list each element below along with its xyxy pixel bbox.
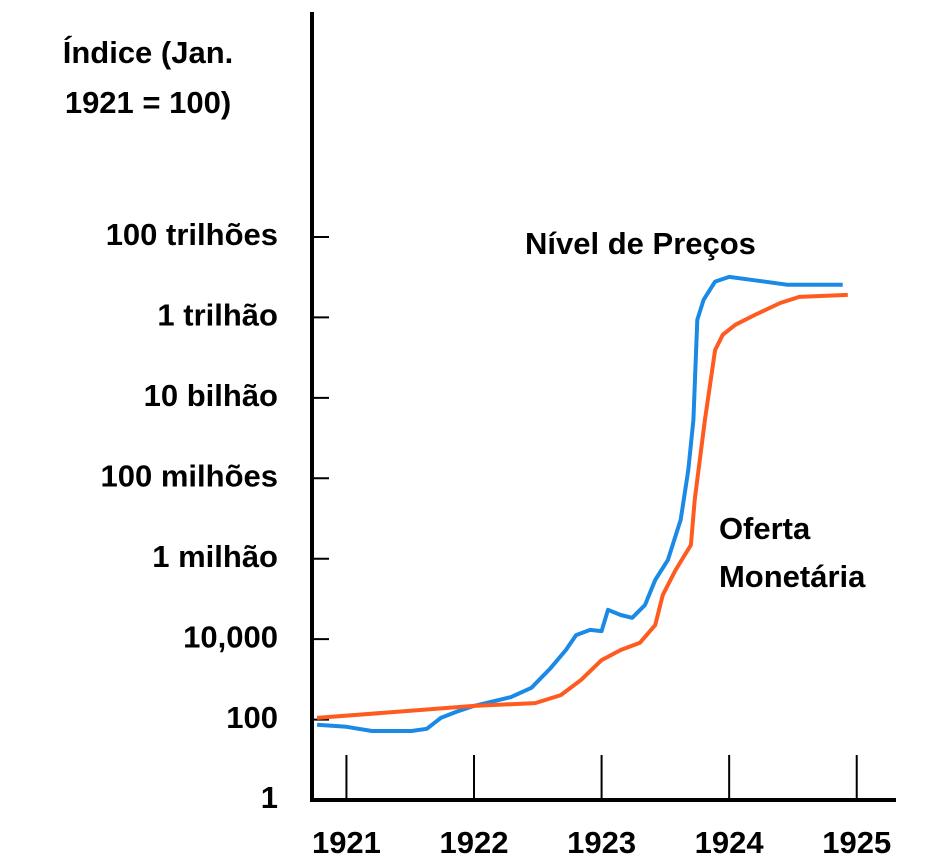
y-tick-label: 10,000 <box>183 619 278 654</box>
x-tick-label: 1925 <box>822 825 891 860</box>
series-line <box>316 274 843 733</box>
x-tick-label: 1922 <box>440 825 509 860</box>
y-tick-label: 10 bilhão <box>144 378 278 413</box>
y-axis-title: 1921 = 100) <box>65 85 231 120</box>
y-tick-label: 100 milhões <box>101 458 278 493</box>
x-tick-label: 1923 <box>567 825 636 860</box>
y-tick-label: 1 milhão <box>152 539 278 574</box>
series-line <box>316 292 848 720</box>
y-tick-label: 100 trilhões <box>106 217 278 252</box>
y-tick-label: 100 <box>226 700 278 735</box>
annotation: Nível de Preços <box>525 226 756 261</box>
y-axis-title: Índice (Jan. <box>63 35 234 70</box>
x-tick-label: 1924 <box>695 825 765 860</box>
x-tick-label: 1921 <box>312 825 381 860</box>
annotation: Oferta <box>719 511 811 546</box>
annotation: Monetária <box>719 559 866 594</box>
y-tick-label: 1 trilhão <box>157 298 278 333</box>
y-tick-label: 1 <box>261 780 278 815</box>
